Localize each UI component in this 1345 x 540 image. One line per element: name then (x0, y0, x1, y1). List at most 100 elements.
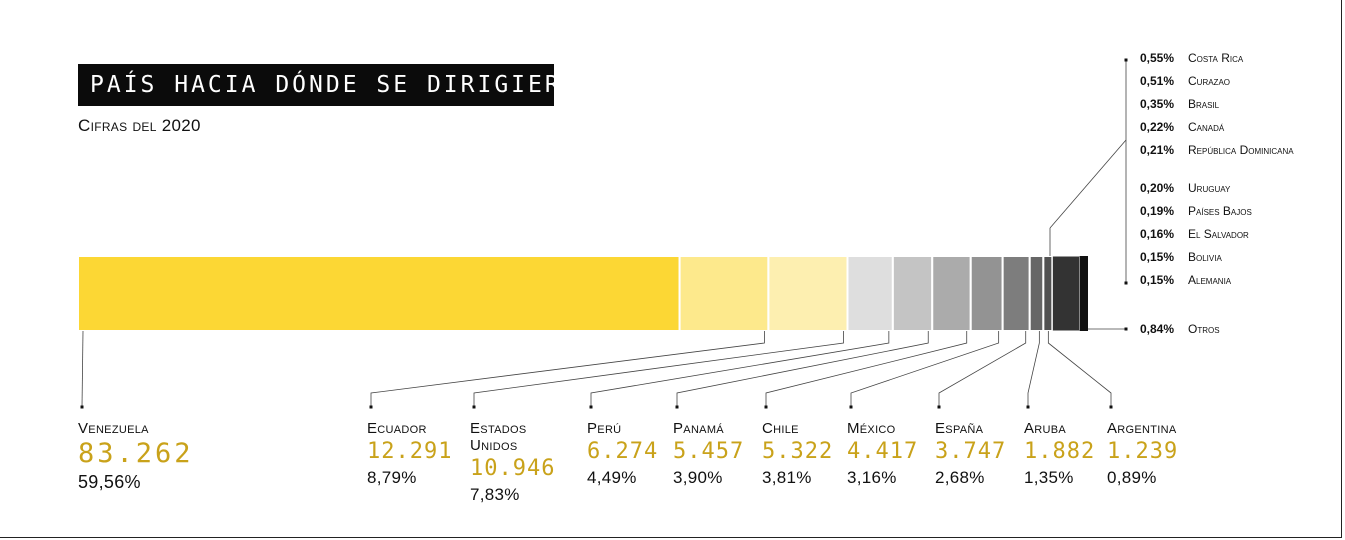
label-peru: Perú 6.274 4,49% (587, 420, 658, 489)
country-percent: 2,68% (935, 468, 985, 487)
small-percent: 0,15% (1140, 273, 1175, 287)
leader-line-peru (590, 331, 890, 407)
small-label-republica-dominicana: 0,21% República Dominicana (1140, 144, 1298, 157)
small-country-name: República Dominicana (1188, 143, 1294, 157)
country-value: 5.457 (673, 439, 745, 464)
small-percent: 0,55% (1140, 51, 1175, 65)
small-label-el-salvador: 0,16% El Salvador (1140, 228, 1298, 241)
label-argentina: Argentina 1.239 0,89% (1107, 420, 1178, 489)
leader-line-venezuela (81, 330, 84, 408)
small-country-name: El Salvador (1188, 227, 1249, 241)
otros-dot (1124, 327, 1128, 331)
label-venezuela: Venezuela 83.262 59,56% (78, 420, 194, 493)
country-value: 12.291 (367, 439, 453, 464)
label-panama: Panamá 5.457 3,90% (673, 420, 744, 489)
bar-segment-venezuela (77, 255, 681, 332)
country-name: Chile (762, 420, 799, 437)
country-name: Argentina (1107, 420, 1177, 437)
bar-segment-ecuador (678, 255, 770, 332)
small-label-costa-rica: 0,55% Costa Rica (1140, 52, 1298, 65)
leader-line-espana (938, 331, 1027, 407)
country-name: Panamá (673, 420, 724, 437)
bar-segment-estados-unidos (767, 255, 849, 332)
bar-segment-small-countries (1051, 255, 1081, 332)
small-country-name: Bolivia (1188, 250, 1222, 264)
label-chile: Chile 5.322 3,81% (762, 420, 833, 489)
chart-subtitle: Cifras del 2020 (78, 116, 201, 135)
small-percent: 0,16% (1140, 227, 1175, 241)
small-country-name: Curazao (1188, 74, 1231, 88)
country-name: México (847, 420, 896, 437)
country-value: 3.747 (935, 439, 1007, 464)
country-value: 5.322 (762, 439, 834, 464)
bar-segment-chile (931, 255, 972, 332)
country-value: 10.946 (470, 456, 556, 481)
country-value: 83.262 (78, 438, 194, 469)
label-mexico: México 4.417 3,16% (847, 420, 918, 489)
leader-dot-espana (937, 405, 941, 409)
small-country-name: Países Bajos (1188, 204, 1252, 218)
label-aruba: Aruba 1.882 1,35% (1024, 420, 1095, 489)
leader-dot-mexico (849, 405, 853, 409)
small-label-uruguay: 0,20% Uruguay (1140, 182, 1298, 195)
label-estados-unidos: Estados Unidos 10.946 7,83% (470, 420, 555, 506)
country-name: Venezuela (78, 420, 149, 437)
small-country-name: Canadá (1188, 120, 1225, 134)
country-value: 1.882 (1024, 439, 1096, 464)
small-percent: 0,15% (1140, 250, 1175, 264)
small-label-brasil: 0,35% Brasil (1140, 98, 1298, 111)
country-name: Ecuador (367, 420, 427, 437)
small-percent: 0,22% (1140, 120, 1175, 134)
country-percent: 3,81% (762, 468, 812, 487)
leader-dot-panama (675, 405, 679, 409)
leader-line-panama (676, 331, 929, 407)
small-country-name: Uruguay (1188, 181, 1231, 195)
label-espana: España 3.747 2,68% (935, 420, 1006, 489)
country-value: 1.239 (1107, 439, 1179, 464)
small-label-alemania: 0,15% Alemania (1140, 274, 1298, 287)
country-percent: 7,83% (470, 485, 520, 504)
otros-percent: 0,84% (1140, 322, 1175, 336)
bracket-dot-bottom (1124, 281, 1128, 285)
country-percent: 1,35% (1024, 468, 1074, 487)
leader-line-argentina (1047, 331, 1112, 407)
label-otros: 0,84% Otros (1140, 323, 1298, 336)
leader-dot-chile (764, 405, 768, 409)
leader-dot-argentina (1109, 405, 1113, 409)
small-label-bolivia: 0,15% Bolivia (1140, 251, 1298, 264)
bar-segment-otros (1079, 256, 1088, 331)
small-percent: 0,20% (1140, 181, 1175, 195)
bar-segment-aruba (1028, 255, 1045, 332)
leader-dot-ecuador (369, 405, 373, 409)
leader-line-mexico (850, 331, 1000, 407)
otros-name: Otros (1188, 322, 1220, 336)
leader-line-chile (765, 331, 968, 407)
small-label-paises-bajos: 0,19% Países Bajos (1140, 205, 1298, 218)
chart-title: PAÍS HACIA DÓNDE SE DIRIGIERON (78, 64, 592, 106)
leader-dot-peru (589, 405, 593, 409)
small-label-curazao: 0,51% Curazao (1140, 75, 1298, 88)
small-country-name: Brasil (1188, 97, 1220, 111)
country-percent: 0,89% (1107, 468, 1157, 487)
leader-dot-aruba (1026, 405, 1030, 409)
bar-segment-peru (846, 255, 894, 332)
bar-segment-espana (1001, 255, 1031, 332)
leader-dot-estados-unidos (472, 405, 476, 409)
country-percent: 3,90% (673, 468, 723, 487)
small-percent: 0,21% (1140, 143, 1175, 157)
bar-segment-argentina (1042, 255, 1054, 332)
bracket-dot-top (1124, 58, 1128, 62)
bracket-connector (1049, 139, 1127, 229)
country-percent: 3,16% (847, 468, 897, 487)
small-percent: 0,19% (1140, 204, 1175, 218)
small-country-name: Costa Rica (1188, 51, 1244, 65)
country-percent: 4,49% (587, 468, 637, 487)
country-value: 6.274 (587, 439, 659, 464)
country-percent: 8,79% (367, 468, 417, 487)
leader-dot-venezuela (80, 405, 84, 409)
country-name: España (935, 420, 984, 437)
leader-line-aruba (1027, 331, 1040, 407)
country-name: Estados Unidos (470, 420, 527, 454)
